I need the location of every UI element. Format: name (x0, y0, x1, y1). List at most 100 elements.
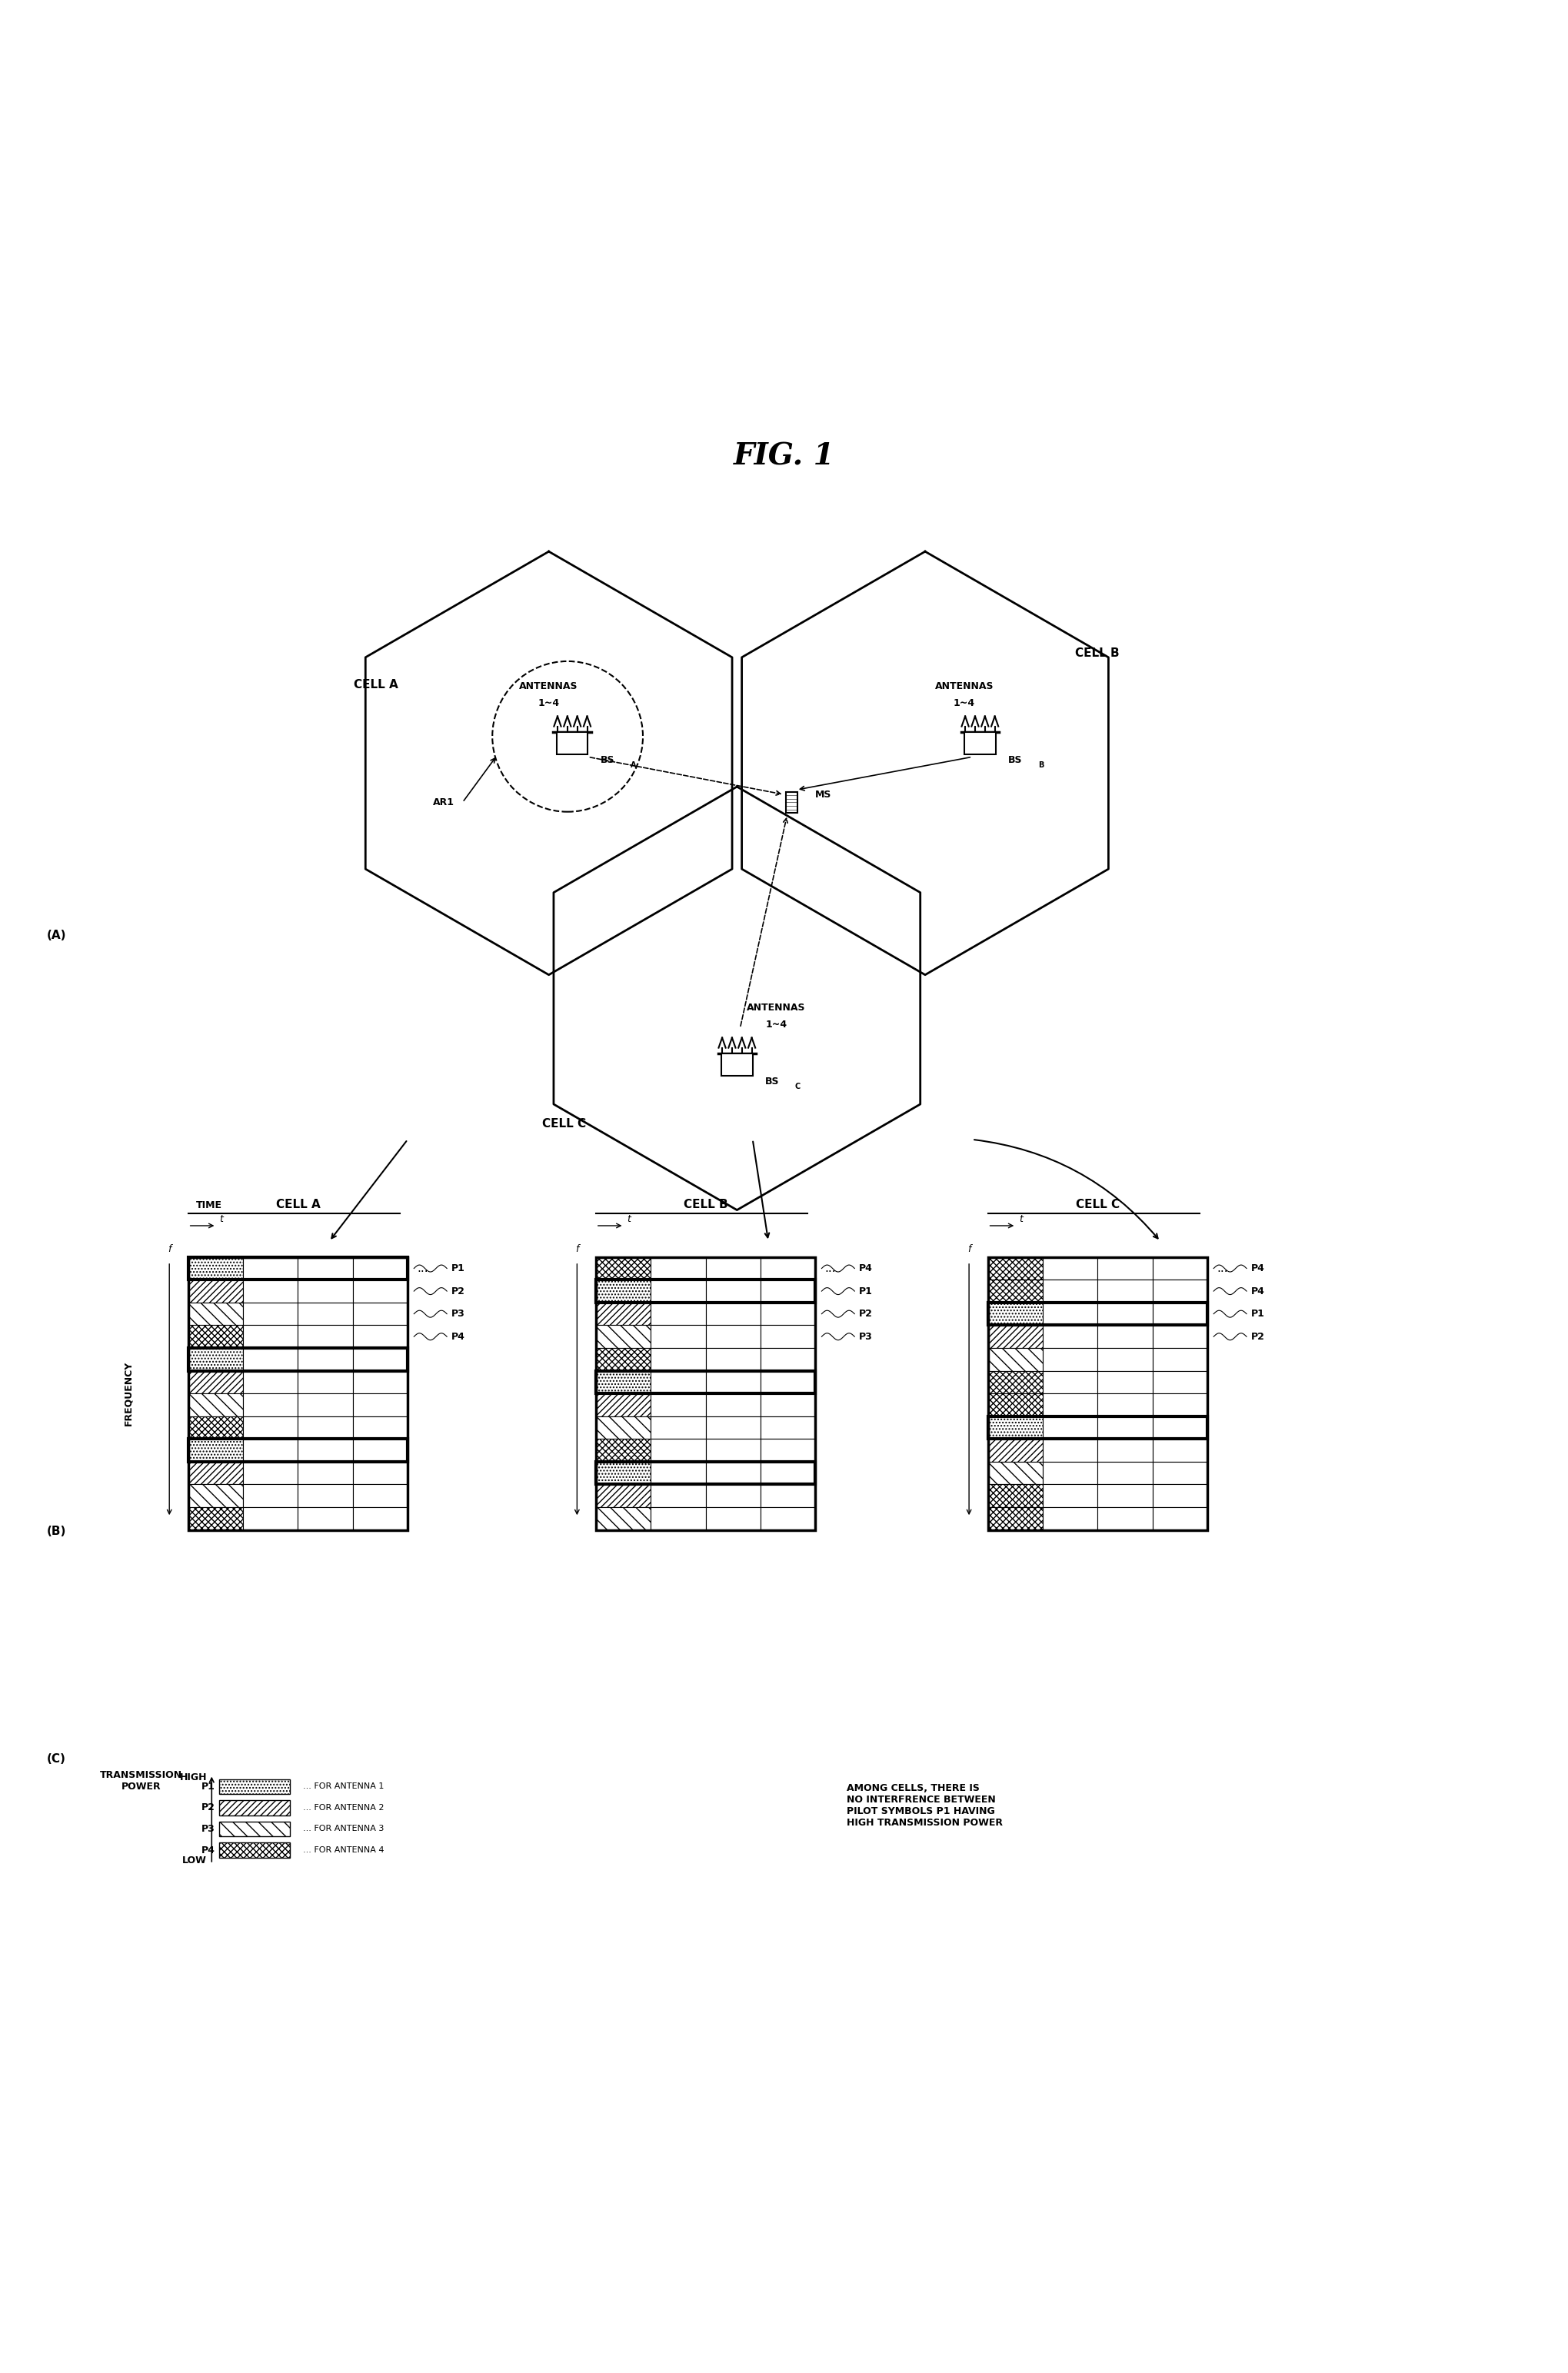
Text: f: f (967, 1243, 971, 1253)
Bar (243, 1417, 298, 1438)
Text: P1: P1 (452, 1262, 466, 1274)
Bar (651, 1417, 706, 1438)
Bar (188, 1279, 243, 1303)
Bar (1152, 1438, 1207, 1462)
Bar (1043, 1348, 1098, 1372)
Bar (1152, 1303, 1207, 1324)
Bar (760, 1258, 815, 1279)
Text: CELL B: CELL B (684, 1198, 728, 1210)
Bar (706, 1393, 760, 1417)
Bar (596, 1438, 651, 1462)
Text: TIME: TIME (196, 1201, 223, 1210)
Bar (353, 1303, 408, 1324)
Bar (988, 1485, 1043, 1507)
Text: FIG. 1: FIG. 1 (734, 441, 834, 470)
Bar (988, 1279, 1043, 1303)
Bar (651, 1279, 706, 1303)
Bar (988, 1507, 1043, 1531)
Bar (1098, 1393, 1152, 1417)
Bar (760, 1485, 815, 1507)
Bar (353, 1348, 408, 1372)
Bar (298, 1462, 353, 1485)
Bar (988, 1303, 1207, 1324)
Bar (651, 1303, 706, 1324)
Text: CELL B: CELL B (1076, 648, 1120, 660)
Text: ...: ... (417, 1262, 428, 1274)
Bar (353, 1393, 408, 1417)
Text: (C): (C) (47, 1754, 66, 1766)
Bar (651, 1372, 706, 1393)
Text: CELL C: CELL C (1076, 1198, 1120, 1210)
Bar (760, 1348, 815, 1372)
Bar (1043, 1417, 1098, 1438)
Text: HIGH: HIGH (180, 1773, 207, 1782)
Bar (706, 1324, 760, 1348)
Bar (651, 1348, 706, 1372)
Bar (651, 1462, 706, 1485)
Bar (1098, 1438, 1152, 1462)
Bar (596, 1417, 651, 1438)
Bar (188, 1393, 243, 1417)
Text: ... FOR ANTENNA 2: ... FOR ANTENNA 2 (303, 1803, 384, 1811)
Bar (706, 1417, 760, 1438)
Bar (1098, 1462, 1152, 1485)
Bar (188, 1507, 243, 1531)
Bar (298, 1303, 353, 1324)
Bar (1043, 1485, 1098, 1507)
Bar (298, 1417, 353, 1438)
Bar (1098, 1279, 1152, 1303)
Bar (1043, 1462, 1098, 1485)
Bar (243, 1393, 298, 1417)
Bar (706, 1279, 760, 1303)
Bar (1043, 1258, 1098, 1279)
Bar (188, 1485, 243, 1507)
Bar (1152, 1507, 1207, 1531)
Bar (651, 1258, 706, 1279)
Text: CELL A: CELL A (276, 1198, 320, 1210)
Bar (1098, 1372, 1152, 1393)
Bar (1152, 1393, 1207, 1417)
Bar (988, 1372, 1043, 1393)
Text: TRANSMISSION
POWER: TRANSMISSION POWER (100, 1770, 182, 1792)
Text: C: C (795, 1082, 801, 1092)
Bar (188, 1258, 243, 1279)
Bar (298, 1438, 353, 1462)
Bar (596, 1348, 651, 1372)
Bar (353, 1417, 408, 1438)
Text: ANTENNAS: ANTENNAS (519, 681, 579, 691)
Bar (706, 1303, 760, 1324)
Bar (760, 1462, 815, 1485)
Bar (1098, 1348, 1152, 1372)
Bar (298, 1348, 353, 1372)
Bar (988, 1258, 1207, 1531)
Bar (1098, 1258, 1152, 1279)
Bar (760, 1393, 815, 1417)
Text: AR1: AR1 (433, 797, 455, 807)
Bar (298, 1258, 353, 1279)
Bar (706, 1372, 760, 1393)
Text: ... FOR ANTENNA 3: ... FOR ANTENNA 3 (303, 1825, 384, 1832)
Text: P2: P2 (452, 1286, 466, 1296)
Bar (1098, 1303, 1152, 1324)
Bar (353, 1258, 408, 1279)
Bar (1152, 1279, 1207, 1303)
Bar (1152, 1324, 1207, 1348)
Bar (706, 1507, 760, 1531)
Bar (964, 731, 996, 755)
Text: (A): (A) (47, 930, 67, 942)
Bar (188, 1417, 243, 1438)
Bar (557, 731, 588, 755)
Text: f: f (575, 1243, 579, 1253)
Bar (1043, 1324, 1098, 1348)
Bar (220, 1822, 290, 1837)
Bar (706, 1485, 760, 1507)
Text: (B): (B) (47, 1526, 66, 1538)
Bar (188, 1348, 408, 1372)
Bar (596, 1507, 651, 1531)
Text: CELL C: CELL C (543, 1118, 586, 1130)
Bar (188, 1462, 243, 1485)
Bar (353, 1507, 408, 1531)
Bar (353, 1372, 408, 1393)
Text: P4: P4 (1251, 1286, 1265, 1296)
Bar (651, 1393, 706, 1417)
